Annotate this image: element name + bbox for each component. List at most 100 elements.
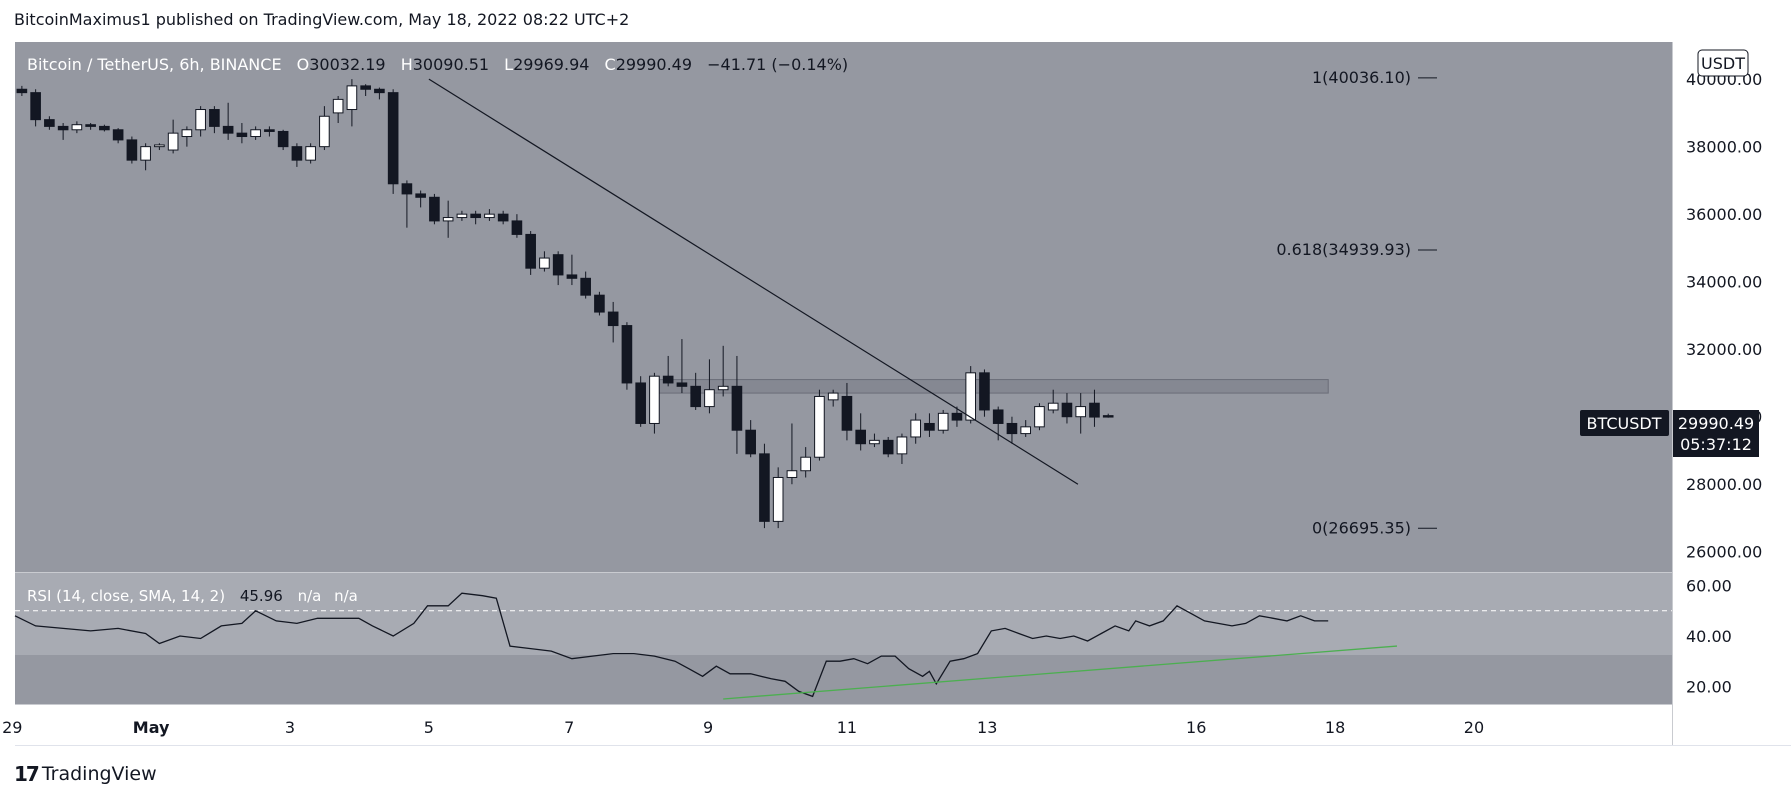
candle — [387, 89, 399, 194]
candle-body — [1089, 402, 1100, 418]
candle — [57, 123, 69, 140]
candle — [855, 413, 867, 451]
candle-body — [1102, 415, 1114, 418]
candle-body — [484, 213, 495, 219]
candle — [181, 126, 193, 147]
candle — [99, 124, 110, 132]
candle-body — [525, 233, 536, 269]
rsi-band — [15, 573, 1672, 655]
candle — [621, 322, 633, 390]
candle — [484, 209, 495, 221]
fib-level-label: 0(26695.35) — [1312, 518, 1411, 537]
candle-body — [415, 193, 426, 198]
open-value: 30032.19 — [309, 55, 385, 74]
candle-body — [277, 130, 289, 148]
candle — [71, 121, 83, 134]
rsi-tick-label: 60.00 — [1686, 577, 1732, 596]
candle — [250, 126, 261, 140]
candle — [346, 79, 358, 127]
candle — [1034, 403, 1045, 431]
candle — [814, 389, 825, 461]
price-tick-label: 38000.00 — [1686, 138, 1762, 157]
candle — [497, 210, 509, 225]
time-tick-label: 3 — [285, 718, 295, 737]
candle-body — [594, 294, 605, 313]
close-value: 29990.49 — [616, 55, 692, 74]
candle — [607, 301, 619, 343]
candle-body — [690, 385, 701, 408]
candle — [374, 87, 385, 100]
symbol-pair: Bitcoin / TetherUS, 6h, BINANCE — [27, 55, 282, 74]
time-tick-label: 16 — [1186, 718, 1206, 737]
candle — [924, 413, 935, 437]
candle — [360, 84, 371, 97]
candle — [594, 291, 605, 316]
time-tick-label: 5 — [424, 718, 434, 737]
candle-body — [1020, 426, 1032, 435]
candle-body — [44, 119, 55, 127]
price-panel[interactable] — [15, 42, 1672, 572]
candle-body — [951, 412, 963, 421]
candle — [140, 143, 151, 171]
candle-body — [401, 183, 413, 195]
time-tick-label: 20 — [1464, 718, 1484, 737]
ohlc-legend: Bitcoin / TetherUS, 6h, BINANCE O30032.1… — [27, 55, 848, 74]
candle — [979, 369, 990, 417]
rsi-support-line — [723, 645, 1398, 700]
candle-body — [827, 392, 839, 401]
candle-body — [346, 85, 358, 111]
candle — [305, 143, 316, 164]
candle-body — [429, 196, 440, 222]
candle-body — [71, 124, 83, 131]
price-tick-label: 28000.00 — [1686, 475, 1762, 494]
candle — [717, 345, 729, 397]
rsi-name: RSI (14, close, SMA, 14, 2) — [27, 587, 225, 605]
candle — [525, 231, 536, 275]
candle — [731, 355, 743, 454]
candle — [195, 106, 206, 137]
candle-body — [16, 88, 28, 94]
candle-body — [236, 132, 248, 138]
candle-body — [800, 456, 811, 472]
bar-countdown: 05:37:12 — [1680, 435, 1752, 454]
candle-body — [140, 146, 151, 161]
rsi-na-1: n/a — [298, 587, 322, 605]
candle — [112, 128, 124, 144]
tradingview-logo[interactable]: 17 TradingView — [14, 762, 157, 786]
rsi-tick-label: 40.00 — [1686, 627, 1732, 646]
candle-body — [264, 129, 275, 132]
candle — [539, 251, 550, 272]
candle-body — [99, 125, 110, 131]
candle — [442, 200, 454, 238]
publisher-header: BitcoinMaximus1 published on TradingView… — [14, 10, 630, 29]
candle — [401, 180, 413, 228]
candle — [896, 433, 908, 464]
change-value: −41.71 (−0.14%) — [707, 55, 848, 74]
time-tick-label: 11 — [837, 718, 857, 737]
currency-badge[interactable]: USDT — [1697, 49, 1749, 77]
candle-body — [291, 146, 303, 161]
candle-body — [195, 109, 206, 131]
candle-body — [745, 429, 756, 455]
candle — [566, 254, 578, 286]
candle — [965, 366, 977, 424]
candle-body — [209, 109, 220, 127]
candle — [580, 271, 591, 299]
price-tick-label: 34000.00 — [1686, 273, 1762, 292]
candle-body — [374, 88, 385, 94]
candle — [1020, 420, 1032, 437]
time-tick-label: 9 — [703, 718, 713, 737]
candle — [649, 372, 660, 434]
candle — [511, 214, 523, 238]
candle-body — [1075, 406, 1087, 418]
candle-body — [717, 385, 729, 391]
candle — [126, 136, 138, 164]
candle — [882, 436, 894, 458]
candle-body — [704, 389, 715, 408]
resistance-zone — [656, 379, 1329, 394]
candle-body — [332, 98, 344, 114]
price-chart[interactable]: 1(40036.10) 0.618(34939.93) 0(26695.35) 40… — [0, 0, 1791, 760]
tradingview-mark-icon: 17 — [14, 762, 40, 786]
candle-body — [566, 274, 578, 279]
candle — [470, 210, 481, 225]
